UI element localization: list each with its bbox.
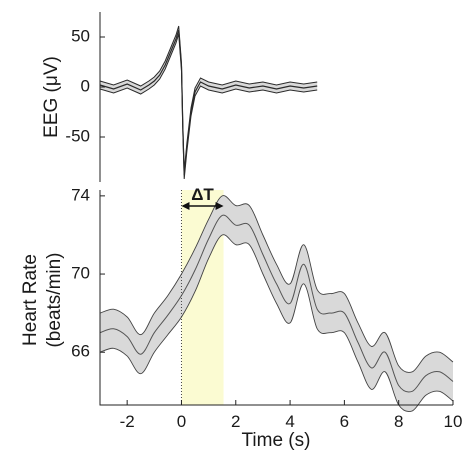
hr-mean-line xyxy=(99,214,454,393)
eeg-ytick-label: -50 xyxy=(65,126,90,145)
hr-xtick-label: 4 xyxy=(285,412,294,431)
hr-ytick-label: 70 xyxy=(71,264,90,283)
eeg-ytick-label: 50 xyxy=(71,26,90,45)
hr-axes-frame xyxy=(99,190,453,406)
eeg-band-upper-line xyxy=(99,25,318,172)
hr-plot-area xyxy=(99,195,454,413)
hr-xtick-label: 2 xyxy=(231,412,240,431)
hr-ylabel-line-2: (beats/min) xyxy=(44,252,65,347)
hr-xtick-label: 0 xyxy=(177,412,186,431)
eeg-plot-area xyxy=(99,25,318,180)
heart-rate-panel: ΔT 74 70 66 -2 0 2 4 6 8 10 Heart Rate (beats/mi… xyxy=(20,185,462,451)
eeg-ytick-label: 0 xyxy=(81,76,90,95)
eeg-ylabel: EEG (μV) xyxy=(41,56,62,138)
hr-ylabel: Heart Rate (beats/min) xyxy=(20,252,65,347)
hr-ytick-label: 74 xyxy=(71,185,90,204)
delta-t-arrowhead-left xyxy=(181,202,190,210)
eeg-confidence-band xyxy=(100,26,318,179)
eeg-panel: 50 0 -50 EEG (μV) xyxy=(41,12,318,182)
hr-y-ticks: 74 70 66 xyxy=(71,185,105,361)
delta-t-arrowhead-right xyxy=(215,202,224,210)
hr-band-upper-line xyxy=(99,195,454,373)
hr-band-lower-line xyxy=(99,234,454,413)
hr-xtick-label: 8 xyxy=(394,412,403,431)
eeg-band-lower-line xyxy=(99,33,318,180)
hr-ytick-label: 66 xyxy=(71,342,90,361)
hr-xlabel: Time (s) xyxy=(242,430,311,451)
delta-t-arrow xyxy=(181,202,224,210)
eeg-mean-line xyxy=(99,29,318,176)
hr-x-ticks: -2 0 2 4 6 8 10 xyxy=(120,400,463,431)
hr-xtick-label: -2 xyxy=(120,412,135,431)
hr-ylabel-line-1: Heart Rate xyxy=(20,254,41,346)
delta-t-label: ΔT xyxy=(191,185,214,204)
hr-xtick-label: 10 xyxy=(444,412,463,431)
eeg-y-ticks: 50 0 -50 xyxy=(65,26,105,145)
hr-xtick-label: 6 xyxy=(340,412,349,431)
